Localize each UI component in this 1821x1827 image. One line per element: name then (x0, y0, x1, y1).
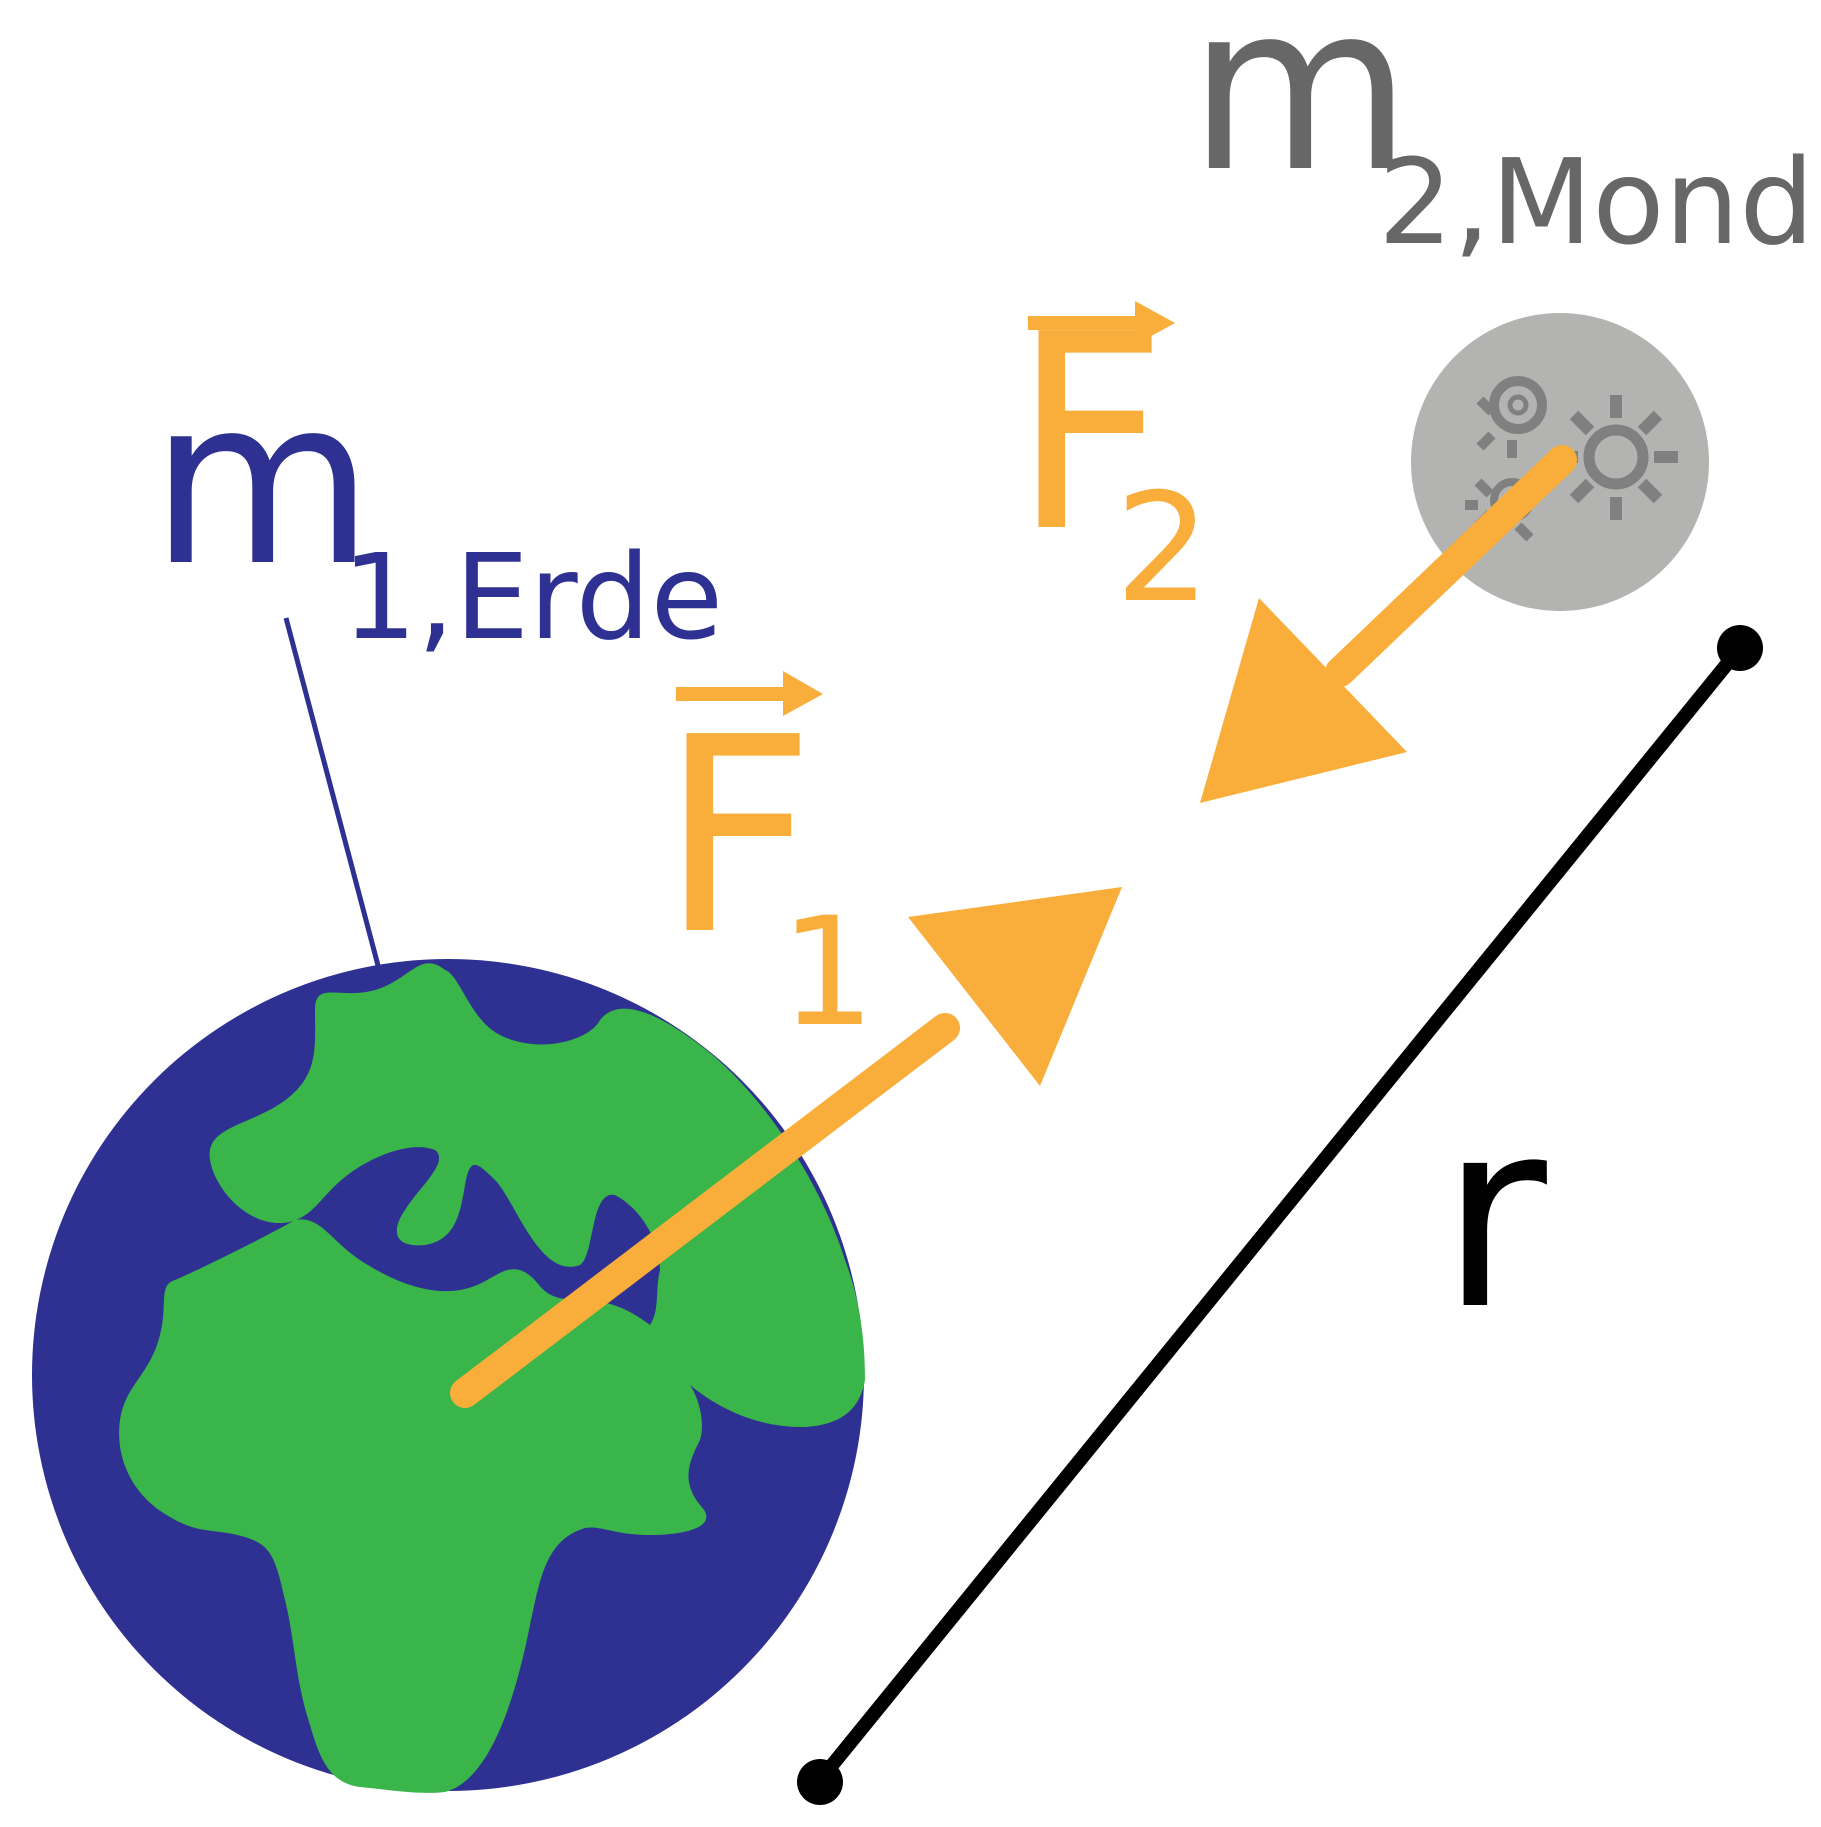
mass1-subscript: 1,Erde (342, 528, 723, 666)
mass1-symbol: m (150, 350, 374, 617)
vector-arrow-icon (1028, 301, 1175, 345)
crater-icon (1489, 376, 1547, 434)
distance-label: r (1440, 1065, 1550, 1367)
force-arrow-f2 (1200, 445, 1577, 803)
force2-symbol: F (1012, 276, 1167, 591)
force-label-f2: F 2 (1012, 276, 1210, 636)
earth-icon (32, 959, 866, 1793)
force2-subscript: 2 (1115, 462, 1210, 636)
mass2-subscript: 2,Mond (1378, 133, 1814, 271)
mass2-label: m 2,Mond (1188, 0, 1814, 271)
vector-arrow-icon (676, 671, 823, 716)
mass1-label: m 1,Erde (150, 350, 723, 666)
mass2-symbol: m (1188, 0, 1412, 223)
distance-endpoint-earth (797, 1759, 843, 1805)
force1-symbol: F (660, 679, 815, 994)
mass1-pointer-line (283, 617, 383, 974)
force1-subscript: 1 (780, 886, 875, 1060)
force-label-f1: F 1 (660, 671, 875, 1060)
distance-endpoint-moon (1717, 625, 1763, 671)
force-arrow-f1 (450, 887, 1122, 1408)
distance-line (797, 625, 1763, 1805)
